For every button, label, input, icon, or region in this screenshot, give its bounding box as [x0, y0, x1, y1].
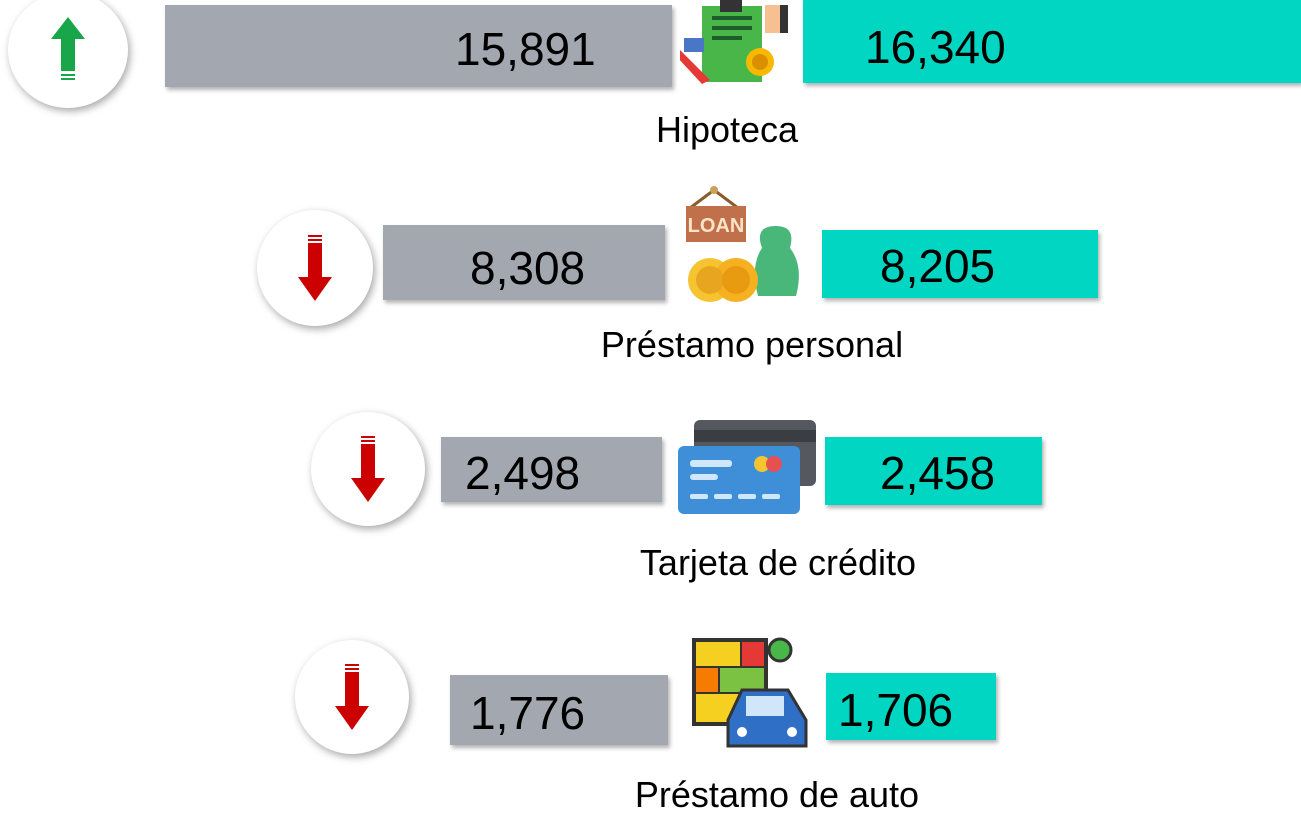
trend-badge	[311, 412, 425, 526]
after-value: 1,706	[838, 687, 953, 733]
mortgage-icon	[680, 0, 790, 86]
down-arrow	[298, 235, 332, 301]
svg-text:LOAN: LOAN	[688, 215, 745, 237]
category-label: Hipoteca	[656, 112, 798, 148]
after-value: 16,340	[865, 24, 1006, 70]
after-value: 8,205	[880, 243, 995, 289]
before-bar	[165, 5, 672, 87]
trend-badge	[257, 210, 373, 326]
up-arrow	[51, 17, 85, 83]
down-arrow	[335, 664, 369, 730]
category-label: Préstamo de auto	[635, 777, 919, 813]
before-value: 15,891	[455, 26, 596, 72]
loan-icon: LOAN	[684, 186, 802, 306]
category-label: Préstamo personal	[601, 327, 903, 363]
before-value: 1,776	[470, 690, 585, 736]
car-loan-icon	[688, 634, 812, 752]
down-arrow	[351, 436, 385, 502]
after-value: 2,458	[880, 450, 995, 496]
trend-badge	[8, 0, 128, 108]
before-value: 8,308	[470, 245, 585, 291]
before-value: 2,498	[465, 450, 580, 496]
card-icon	[678, 420, 818, 516]
page: {"rows": [ {"label": "Hipoteca", "before…	[0, 0, 1301, 818]
category-label: Tarjeta de crédito	[640, 545, 916, 581]
trend-badge	[295, 640, 409, 754]
